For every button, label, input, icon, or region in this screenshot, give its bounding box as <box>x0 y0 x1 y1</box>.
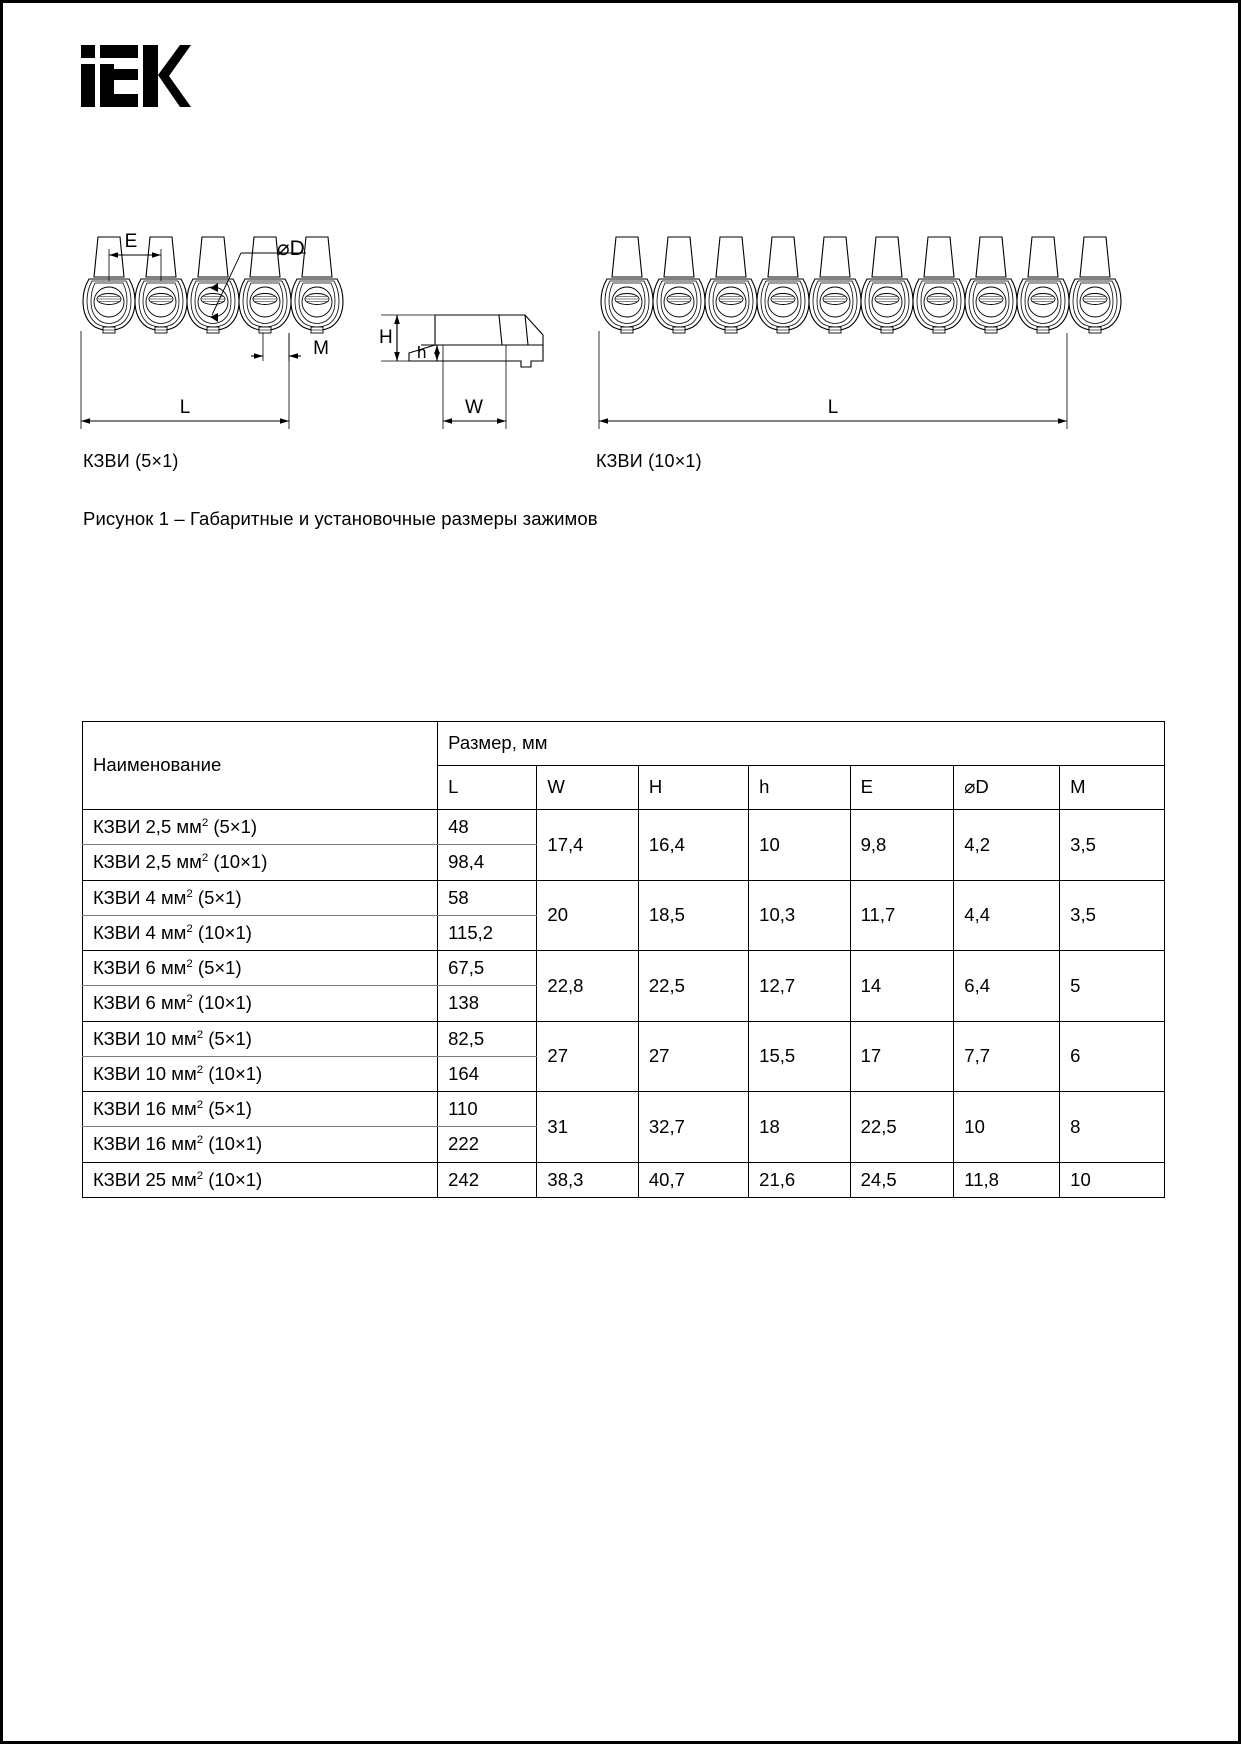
figure-drawings: E ⌀D M L <box>3 233 1238 543</box>
cell-W: 20 <box>536 879 639 952</box>
table-row: КЗВИ 4 мм2 (10×1) 115,2 <box>81 914 1165 952</box>
cell-h: 12,7 <box>748 950 851 1022</box>
table-header-group-row: Наименование Размер, мм <box>81 721 1165 810</box>
cell-L: 115,2 <box>437 914 538 952</box>
table-row: КЗВИ 10 мм2 (10×1) 164 <box>81 1055 1165 1093</box>
cell-H: 16,4 <box>637 809 750 881</box>
cell-L: 82,5 <box>437 1020 538 1057</box>
row-name: КЗВИ 6 мм2 (10×1) <box>81 985 439 1022</box>
table-row: КЗВИ 6 мм2 (5×1) 67,5 22,8 22,5 12,7 14 … <box>81 950 1165 1022</box>
table-row: КЗВИ 25 мм2 (10×1) 242 38,3 40,7 21,6 24… <box>81 1161 1165 1198</box>
table-row: КЗВИ 2,5 мм2 (10×1) 98,4 <box>81 844 1165 881</box>
cell-D: 7,7 <box>953 1020 1061 1093</box>
row-name: КЗВИ 4 мм2 (5×1) <box>81 879 439 916</box>
cell-H: 40,7 <box>637 1161 750 1198</box>
cell-H: 32,7 <box>637 1091 750 1163</box>
cell-W: 22,8 <box>536 950 639 1022</box>
cell-M: 6 <box>1059 1020 1165 1093</box>
cell-E: 14 <box>849 950 955 1022</box>
cell-L: 48 <box>437 808 538 846</box>
row-name: КЗВИ 6 мм2 (5×1) <box>81 950 439 987</box>
cell-h: 10 <box>748 809 851 881</box>
cell-M: 10 <box>1059 1161 1165 1198</box>
cell-h: 10,3 <box>748 879 851 952</box>
header-name: Наименование <box>81 721 439 810</box>
figure-caption-10x1: КЗВИ (10×1) <box>596 451 702 471</box>
cell-W: 31 <box>536 1091 639 1163</box>
cell-L: 242 <box>437 1161 538 1198</box>
row-name: КЗВИ 16 мм2 (10×1) <box>81 1126 439 1163</box>
row-name: КЗВИ 25 мм2 (10×1) <box>81 1161 439 1198</box>
table-header-columns-row: L W H h E ⌀D M <box>83 765 1165 810</box>
cell-L: 222 <box>437 1126 538 1163</box>
cell-M: 5 <box>1059 950 1165 1022</box>
header-col-W: W <box>536 765 639 810</box>
header-col-D: ⌀D <box>953 765 1061 810</box>
row-name: КЗВИ 10 мм2 (10×1) <box>81 1055 439 1093</box>
header-col-E: E <box>849 765 955 810</box>
row-name: КЗВИ 10 мм2 (5×1) <box>81 1020 439 1057</box>
cell-h: 21,6 <box>748 1161 851 1198</box>
cell-M: 3,5 <box>1059 809 1165 881</box>
row-name: КЗВИ 4 мм2 (10×1) <box>81 914 439 952</box>
cell-M: 8 <box>1059 1091 1165 1163</box>
dim-label-E: E <box>125 233 138 252</box>
header-col-H: H <box>637 765 750 810</box>
row-name: КЗВИ 2,5 мм2 (10×1) <box>81 844 439 881</box>
cell-W: 17,4 <box>536 809 639 881</box>
cell-L: 98,4 <box>437 844 538 881</box>
table-row: КЗВИ 4 мм2 (5×1) 58 20 18,5 10,3 11,7 4,… <box>81 879 1165 952</box>
iek-logo <box>81 45 191 107</box>
side-view-profile: H h W <box>379 314 544 429</box>
dimensions-table-wrapper: Наименование Размер, мм L W H h E ⌀D M К… <box>81 721 1165 1198</box>
cell-E: 11,7 <box>849 879 955 952</box>
header-col-h: h <box>748 765 851 810</box>
cell-H: 18,5 <box>637 879 750 952</box>
cell-E: 17 <box>849 1020 955 1093</box>
table-row: КЗВИ 6 мм2 (10×1) 138 <box>81 985 1165 1022</box>
dimensions-table: Наименование Размер, мм L W H h E ⌀D M К… <box>81 721 1165 1198</box>
dim-label-M: M <box>313 338 329 359</box>
cell-D: 4,2 <box>953 809 1061 881</box>
cell-W: 27 <box>536 1020 639 1093</box>
table-row: КЗВИ 10 мм2 (5×1) 82,5 27 27 15,5 17 7,7… <box>81 1020 1165 1093</box>
front-view-5x1: E ⌀D M L <box>80 233 344 429</box>
cell-D: 10 <box>953 1091 1061 1163</box>
cell-h: 18 <box>748 1091 851 1163</box>
table-row: КЗВИ 2,5 мм2 (5×1) 48 17,4 16,4 10 9,8 4… <box>81 808 1165 881</box>
cell-H: 22,5 <box>637 950 750 1022</box>
dim-label-L-left: L <box>180 397 191 418</box>
dim-label-W: W <box>465 397 483 418</box>
cell-W: 38,3 <box>536 1161 639 1198</box>
dim-label-h: h <box>417 343 426 362</box>
cell-L: 67,5 <box>437 950 538 987</box>
header-size-group: Размер, мм <box>437 721 1165 766</box>
cell-E: 22,5 <box>849 1091 955 1163</box>
cell-H: 27 <box>637 1020 750 1093</box>
cell-M: 3,5 <box>1059 879 1165 952</box>
cell-E: 24,5 <box>849 1161 955 1198</box>
header-col-L: L <box>437 765 538 810</box>
row-name: КЗВИ 16 мм2 (5×1) <box>81 1091 439 1128</box>
cell-D: 6,4 <box>953 950 1061 1022</box>
dim-label-L-right: L <box>828 397 839 418</box>
cell-D: 11,8 <box>953 1161 1061 1198</box>
header-col-M: M <box>1059 765 1165 810</box>
dim-label-diameter-D: ⌀D <box>277 237 305 260</box>
cell-L: 58 <box>437 879 538 916</box>
cell-L: 138 <box>437 985 538 1022</box>
figure-title: Рисунок 1 – Габаритные и установочные ра… <box>83 508 598 529</box>
cell-D: 4,4 <box>953 879 1061 952</box>
dim-label-H: H <box>379 327 393 348</box>
cell-E: 9,8 <box>849 809 955 881</box>
cell-L: 164 <box>437 1055 538 1093</box>
cell-L: 110 <box>437 1091 538 1128</box>
front-view-10x1: L <box>598 236 1122 429</box>
cell-h: 15,5 <box>748 1020 851 1093</box>
row-name: КЗВИ 2,5 мм2 (5×1) <box>81 808 439 846</box>
figure-caption-5x1: КЗВИ (5×1) <box>83 451 179 471</box>
table-row: КЗВИ 16 мм2 (5×1) 110 31 32,7 18 22,5 10… <box>81 1091 1165 1163</box>
